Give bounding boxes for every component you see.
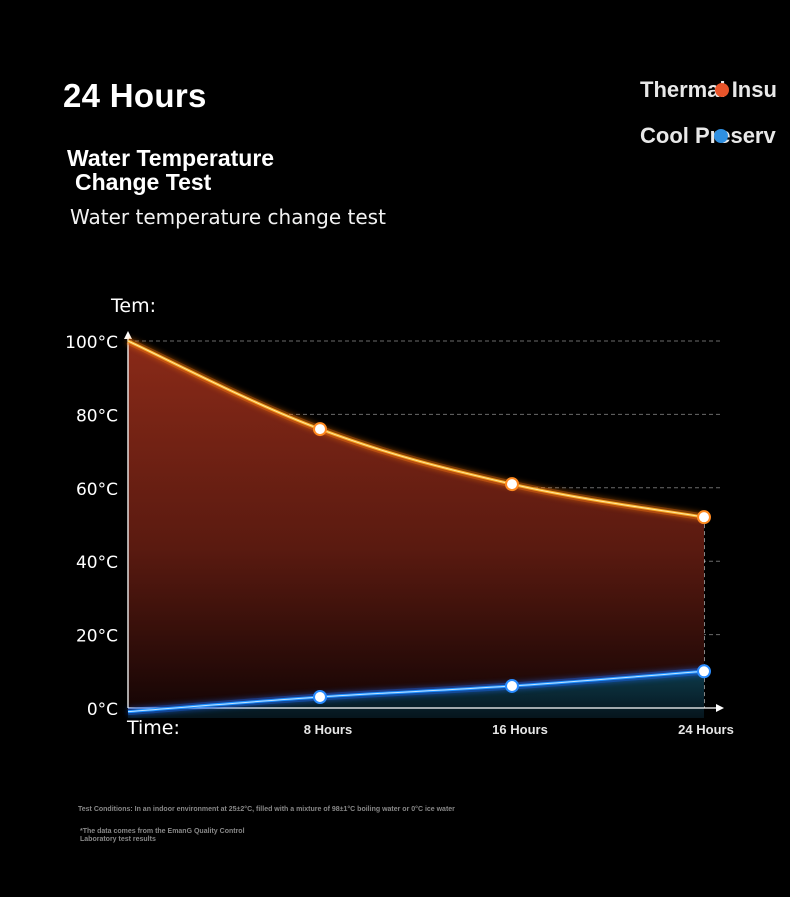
axis-labels: 100°C 80°C 60°C 40°C 20°C 0°C 8 Hours 16 Hours 2… <box>65 295 734 739</box>
y-tick-label-0: 0°C <box>87 700 118 720</box>
y-axis-label: Tem: <box>110 295 156 317</box>
axes <box>124 331 724 712</box>
series-lines <box>126 337 705 716</box>
cool-point-8 <box>313 689 327 704</box>
legend-cool-preservation: Cool Preserv <box>640 123 776 148</box>
y-tick-label-60: 60°C <box>76 480 118 500</box>
series-markers <box>313 422 711 704</box>
legend-thermal-insulation: Thermal Insu <box>640 77 777 102</box>
headline: 24 Hours <box>63 77 207 114</box>
thermal-point-16 <box>505 477 519 492</box>
x-axis-arrow-icon <box>716 704 724 712</box>
legend-hot-dot-icon <box>715 83 729 97</box>
x-tick-label-8: 8 Hours <box>304 722 352 737</box>
y-tick-label-40: 40°C <box>76 553 118 573</box>
x-axis-label: Time: <box>126 717 180 739</box>
x-tick-label-24: 24 Hours <box>678 722 734 737</box>
chart-subtitle: Water temperature change test <box>70 205 386 229</box>
test-conditions-note: Test Conditions: In an indoor environmen… <box>78 806 455 813</box>
legend-cold-dot-icon <box>714 129 728 143</box>
cool-point-16 <box>505 678 519 693</box>
cool-line-core <box>127 670 705 713</box>
thermal-line-core <box>127 340 705 518</box>
thermal-point-24 <box>697 510 711 525</box>
chart-title-line2: Change Test <box>75 169 212 195</box>
data-source-note: *The data comes from the EmanG Quality C… <box>80 828 245 843</box>
y-tick-label-20: 20°C <box>76 627 118 647</box>
thermal-area-fill <box>128 341 704 718</box>
area-layer <box>128 341 704 718</box>
x-tick-label-16: 16 Hours <box>492 722 548 737</box>
cool-point-24 <box>697 664 711 679</box>
y-tick-label-100: 100°C <box>65 333 118 353</box>
y-axis-arrow-icon <box>124 331 132 339</box>
chart-title-line1: Water Temperature <box>67 145 275 171</box>
thermal-point-8 <box>313 422 327 437</box>
y-tick-label-80: 80°C <box>76 406 118 426</box>
